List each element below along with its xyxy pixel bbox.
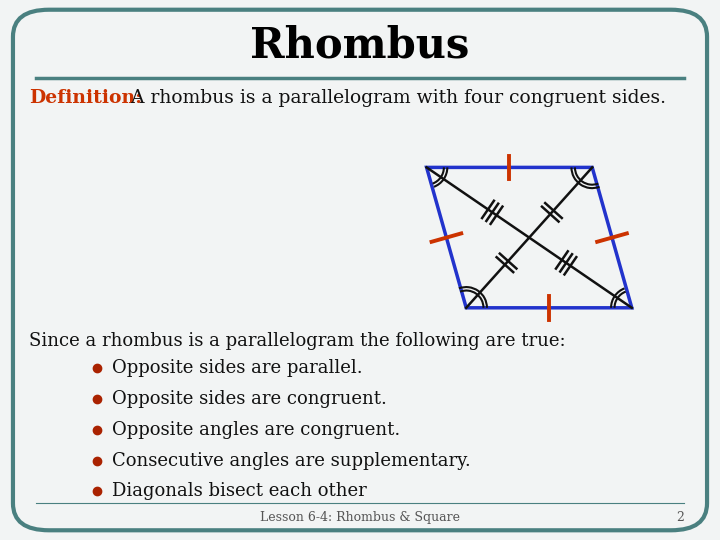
- Text: Definition:: Definition:: [29, 89, 142, 107]
- Text: Lesson 6-4: Rhombus & Square: Lesson 6-4: Rhombus & Square: [260, 511, 460, 524]
- Text: Since a rhombus is a parallelogram the following are true:: Since a rhombus is a parallelogram the f…: [29, 332, 565, 350]
- Text: A rhombus is a parallelogram with four congruent sides.: A rhombus is a parallelogram with four c…: [119, 89, 666, 107]
- Text: Opposite sides are parallel.: Opposite sides are parallel.: [112, 359, 362, 377]
- Text: Consecutive angles are supplementary.: Consecutive angles are supplementary.: [112, 451, 470, 470]
- Text: Opposite sides are congruent.: Opposite sides are congruent.: [112, 390, 387, 408]
- Text: 2: 2: [676, 511, 684, 524]
- Text: Rhombus: Rhombus: [251, 25, 469, 67]
- Text: Diagonals bisect each other: Diagonals bisect each other: [112, 482, 366, 501]
- Text: Opposite angles are congruent.: Opposite angles are congruent.: [112, 421, 400, 439]
- FancyBboxPatch shape: [13, 10, 707, 530]
